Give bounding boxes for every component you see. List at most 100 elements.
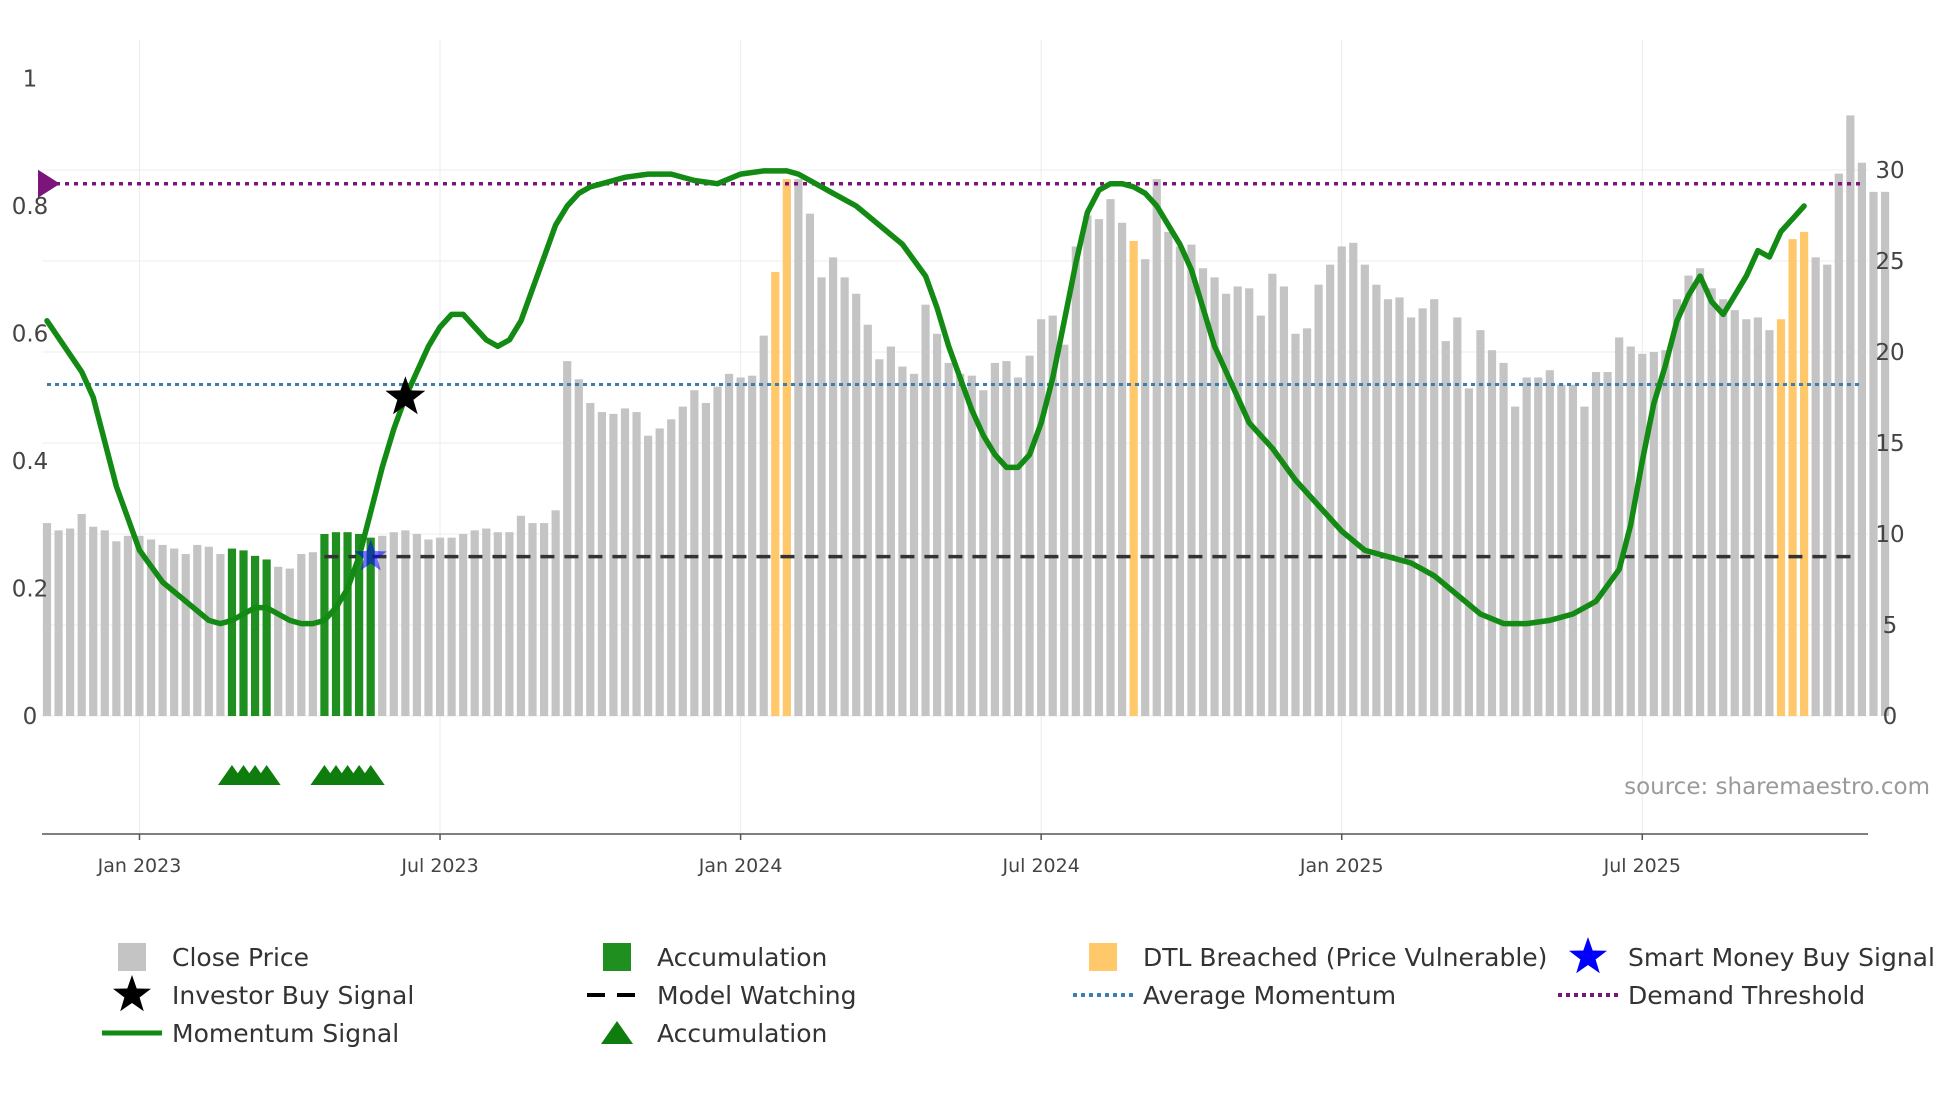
close-price-bar xyxy=(401,530,410,716)
close-price-bar xyxy=(123,535,133,716)
close-price-bar xyxy=(146,539,156,716)
close-price-bar xyxy=(840,277,849,716)
close-price-bar xyxy=(516,515,526,716)
close-price-bar xyxy=(956,373,965,716)
dtl-breached-bar xyxy=(782,179,791,717)
close-price-bar xyxy=(1707,288,1716,716)
close-price-bar xyxy=(1326,264,1335,716)
close-price-bar xyxy=(1094,219,1104,716)
close-price-bar xyxy=(921,304,930,716)
close-price-bar xyxy=(528,523,537,716)
close-price-bar xyxy=(505,532,514,716)
close-price-bar xyxy=(690,390,699,716)
close-price-bar xyxy=(112,541,121,716)
close-price-bar xyxy=(713,386,722,716)
dtl-breached-bar xyxy=(1788,239,1797,716)
x-axis-tick-label: Jul 2023 xyxy=(400,855,478,877)
close-price-bar xyxy=(539,523,549,716)
legend-label: Model Watching xyxy=(657,981,857,1010)
x-axis-tick-label: Jan 2024 xyxy=(698,855,783,877)
legend-label: Average Momentum xyxy=(1143,981,1396,1010)
close-price-bar xyxy=(1337,246,1346,716)
close-price-bar xyxy=(1071,246,1080,716)
right-axis-tick: 15 xyxy=(1875,431,1904,457)
close-price-bar xyxy=(1869,191,1878,717)
close-price-bar xyxy=(1441,341,1450,716)
close-price-bar xyxy=(1198,268,1208,716)
close-price-bar xyxy=(1557,384,1566,716)
close-price-bar xyxy=(1233,286,1242,716)
left-axis-tick: 0 xyxy=(23,704,38,730)
right-axis-tick: 10 xyxy=(1875,522,1904,548)
legend-item-avgmom: Average Momentum xyxy=(1073,981,1396,1010)
legend-label: Close Price xyxy=(172,943,309,972)
right-axis-tick: 5 xyxy=(1883,613,1898,639)
close-price-bar xyxy=(886,346,895,716)
close-price-bar xyxy=(574,379,583,716)
close-price-bar xyxy=(724,373,734,716)
close-price-bar xyxy=(1302,328,1312,716)
legend-item-watching: Model Watching xyxy=(587,981,857,1010)
close-price-bar xyxy=(1880,191,1890,717)
legend-label: Smart Money Buy Signal xyxy=(1628,943,1935,972)
close-price-bar xyxy=(1545,370,1554,716)
close-price-bar xyxy=(308,552,317,716)
close-price-bar xyxy=(667,419,676,716)
accumulation-bar xyxy=(227,548,237,716)
close-price-bar xyxy=(1511,406,1520,716)
accumulation-bar xyxy=(239,550,248,716)
close-price-bar xyxy=(1406,317,1416,716)
close-price-bar xyxy=(1268,273,1277,716)
close-price-bar xyxy=(1048,315,1057,716)
close-price-bar xyxy=(979,390,988,716)
right-axis-tick: 0 xyxy=(1883,704,1898,730)
close-price-bar xyxy=(1695,268,1705,716)
close-price-bar xyxy=(644,435,653,716)
close-price-bar xyxy=(852,293,861,716)
close-price-bar xyxy=(1210,277,1219,716)
close-price-bar xyxy=(1175,246,1184,716)
close-price-bar xyxy=(1360,264,1369,716)
accumulation-bar xyxy=(262,559,271,716)
close-price-bar xyxy=(1141,259,1150,716)
close-price-bar xyxy=(274,566,283,716)
close-price-bar xyxy=(89,526,98,716)
close-price-bar xyxy=(170,548,179,716)
close-price-bar xyxy=(1314,284,1323,716)
close-price-bar xyxy=(1349,242,1358,717)
close-price-bar xyxy=(1823,264,1832,716)
close-price-bar xyxy=(678,406,687,716)
close-price-bar xyxy=(1245,288,1254,716)
close-price-bar xyxy=(748,375,757,716)
close-price-bar xyxy=(412,534,422,716)
close-price-bar xyxy=(736,377,745,716)
close-price-bar xyxy=(1649,352,1658,716)
close-price-bar xyxy=(909,373,919,716)
close-price-bar xyxy=(1568,384,1578,716)
legend-label: Accumulation xyxy=(657,1019,827,1048)
close-price-bar xyxy=(1672,299,1682,716)
close-price-bar xyxy=(1534,377,1543,716)
legend-item-close: Close Price xyxy=(118,943,309,972)
close-price-bar xyxy=(1222,293,1231,716)
close-price-bar xyxy=(759,335,768,716)
close-price-bar xyxy=(1603,372,1612,716)
x-axis-tick-label: Jan 2023 xyxy=(97,855,182,877)
accumulation-bar xyxy=(366,537,375,716)
close-price-bar xyxy=(1187,244,1196,716)
close-price-bar xyxy=(1615,337,1624,716)
legend-item-demand: Demand Threshold xyxy=(1558,981,1865,1010)
legend-item-dtl: DTL Breached (Price Vulnerable) xyxy=(1089,943,1547,972)
close-price-bars xyxy=(42,115,1890,717)
close-price-bar xyxy=(1846,115,1855,716)
right-axis-tick: 25 xyxy=(1875,249,1904,275)
close-price-bar xyxy=(1430,299,1439,716)
close-price-bar xyxy=(875,359,884,716)
close-price-bar xyxy=(447,537,456,716)
close-price-bar xyxy=(1418,308,1427,716)
accumulation-triangle xyxy=(252,765,281,785)
close-price-bar xyxy=(1291,333,1300,716)
legend-swatch-dtl xyxy=(1089,943,1117,971)
legend-label: DTL Breached (Price Vulnerable) xyxy=(1143,943,1547,972)
